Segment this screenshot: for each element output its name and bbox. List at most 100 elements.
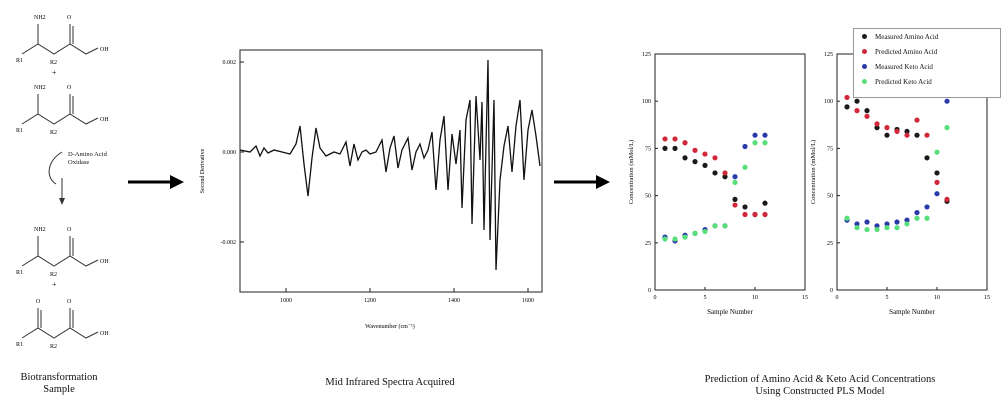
data-point	[752, 132, 758, 138]
data-point	[672, 145, 678, 151]
spectrum-plot: 0.002 0.000 -0.002 1000 1200 1400 1600 W…	[200, 49, 543, 330]
data-point	[914, 215, 920, 221]
legend-label: Predicted Amino Acid	[875, 48, 938, 56]
data-point	[944, 98, 950, 104]
svg-text:O: O	[67, 299, 72, 305]
y-tick-label: 100	[642, 99, 651, 105]
data-point	[934, 191, 940, 197]
mol2-left-sub: R1	[16, 128, 23, 134]
amino-acid-structure-1: NH2 O R1 R2 OH	[16, 15, 109, 66]
x-axis-label: Sample Number	[707, 308, 753, 316]
x-axis-label: Sample Number	[889, 308, 935, 316]
spectrum-ytick-0: 0.002	[223, 60, 237, 66]
data-point	[702, 162, 708, 168]
mol1-end-sub: OH	[100, 47, 109, 53]
spectrum-ytick-2: -0.002	[221, 240, 237, 246]
y-axis-label: Concentration (mMol/L)	[810, 140, 817, 204]
prediction-caption-line-2: Using Constructed PLS Model	[755, 386, 885, 397]
biotransformation-caption: Biotransformation Sample	[20, 372, 98, 395]
legend-item: Measured Keto Acid	[862, 63, 933, 71]
data-point	[874, 223, 880, 229]
data-point	[742, 211, 748, 218]
data-point	[844, 94, 850, 101]
y-tick-label: 75	[827, 146, 833, 152]
spectrum-trace	[239, 59, 541, 271]
y-tick-label: 50	[645, 194, 651, 200]
spectrum-xtick-0: 1000	[280, 298, 292, 304]
spectrum-panel: 0.002 0.000 -0.002 1000 1200 1400 1600 W…	[190, 40, 550, 390]
data-point	[692, 159, 698, 165]
y-tick-label: 25	[645, 241, 651, 247]
mol2-end-sub: OH	[100, 117, 109, 123]
y-tick-label: 100	[824, 99, 833, 105]
amino-acid-structure-2: NH2 O R1 R2 OH	[16, 85, 109, 136]
enzyme-arrow	[48, 151, 65, 205]
svg-text:O: O	[67, 227, 72, 233]
amino-acid-structure-3: NH2 O R1 R2 OH	[16, 227, 109, 278]
data-point	[732, 179, 738, 185]
spectrum-ylabel: Second Derivative	[200, 148, 206, 193]
x-tick-label: 10	[934, 295, 940, 301]
mol1-left-sub: R1	[16, 58, 23, 64]
data-point	[874, 226, 880, 233]
data-point	[894, 219, 900, 225]
data-point	[682, 155, 688, 161]
legend-dot	[862, 49, 867, 54]
data-point	[874, 121, 880, 127]
data-point	[884, 225, 890, 231]
data-point	[854, 108, 860, 114]
y-tick-label: 75	[645, 146, 651, 152]
legend-label: Measured Keto Acid	[875, 63, 933, 71]
data-point	[672, 136, 678, 142]
legend-item: Predicted Amino Acid	[862, 48, 937, 56]
x-tick-label: 15	[984, 295, 990, 301]
data-point	[712, 170, 718, 176]
data-point	[742, 164, 748, 170]
data-point	[934, 170, 940, 176]
prediction-caption-line-1: Prediction of Amino Acid & Keto Acid Con…	[704, 374, 936, 385]
data-point	[944, 125, 950, 131]
data-point	[894, 225, 900, 231]
data-point	[854, 221, 860, 227]
data-point	[702, 151, 708, 157]
legend-dot	[862, 64, 867, 69]
data-point	[864, 226, 870, 233]
data-point	[864, 113, 870, 119]
mol2-top-sub: NH2	[34, 85, 46, 91]
y-tick-label: 0	[830, 288, 833, 294]
svg-text:O: O	[67, 15, 72, 21]
data-point	[854, 225, 860, 231]
data-point	[924, 155, 930, 161]
data-point	[742, 143, 748, 150]
spectrum-caption: Mid Infrared Spectra Acquired	[325, 377, 455, 388]
y-tick-label: 0	[648, 288, 651, 294]
plot-frame	[654, 53, 806, 291]
y-tick-label: 50	[827, 194, 833, 200]
legend-item: Predicted Keto Acid	[862, 78, 932, 86]
data-point	[904, 221, 910, 227]
keto-acid-structure: O O R1 R2 OH	[16, 299, 109, 350]
data-point	[682, 234, 688, 240]
legend-label: Predicted Keto Acid	[875, 78, 932, 86]
data-point	[762, 132, 768, 138]
data-point	[914, 209, 920, 216]
legend-dot	[862, 79, 867, 84]
data-point	[672, 236, 678, 242]
flow-arrow-1	[128, 175, 184, 189]
data-point	[844, 215, 850, 221]
data-point	[934, 179, 940, 185]
data-point	[662, 145, 668, 151]
reaction-scheme: NH2 O R1 R2 OH + NH2 O R1 R2 OH D-Amino …	[0, 0, 130, 403]
spectrum-xtick-3: 1600	[522, 298, 534, 304]
mol4-left-sub: R1	[16, 342, 23, 348]
mol2-mid-sub: R2	[50, 130, 57, 136]
enzyme-label: D-Amino Acid Oxidase	[68, 151, 107, 166]
y-tick-label: 25	[827, 241, 833, 247]
svg-text:O: O	[67, 85, 72, 91]
spectrum-xlabel: Wavenumber (cm⁻¹)	[365, 323, 415, 330]
x-tick-label: 0	[654, 295, 657, 301]
data-point	[712, 155, 718, 161]
data-point	[914, 117, 920, 123]
data-point	[732, 174, 738, 180]
data-point	[722, 170, 728, 176]
